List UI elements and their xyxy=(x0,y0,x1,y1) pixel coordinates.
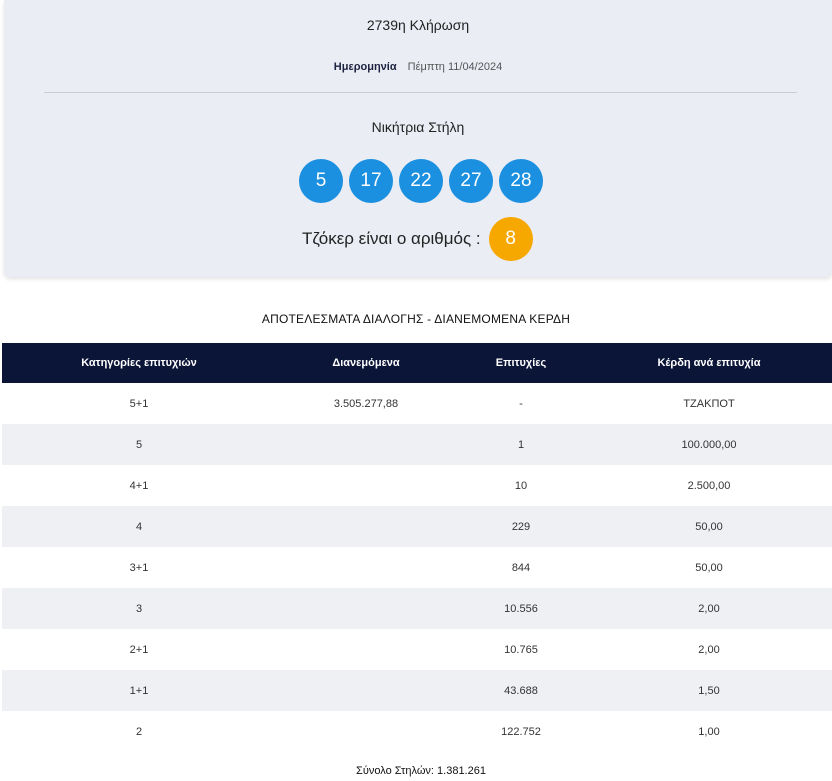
table-header-row: Κατηγορίες επιτυχιών Διανεμόμενα Επιτυχί… xyxy=(2,343,832,383)
cell-prize: 2,00 xyxy=(698,603,720,615)
cell-winners: 10 xyxy=(514,480,528,492)
cell-category: 5 xyxy=(135,439,143,451)
cell-category: 2+1 xyxy=(129,644,149,656)
cell-distributed xyxy=(276,670,456,711)
draw-date-row: Ημερομηνία Πέμπτη 11/04/2024 xyxy=(4,61,832,73)
cell-category: 3 xyxy=(135,603,143,615)
cell-category: 3+1 xyxy=(129,562,149,574)
draw-card: 2739η Κλήρωση Ημερομηνία Πέμπτη 11/04/20… xyxy=(4,0,832,277)
cell-winners: 1 xyxy=(517,439,525,451)
divider xyxy=(44,92,797,93)
cell-prize: ΤΖΑΚΠΟΤ xyxy=(683,398,735,410)
joker-row: Τζόκερ είναι ο αριθμός : 8 xyxy=(302,217,533,261)
joker-number-ball: 8 xyxy=(488,217,533,261)
winning-numbers: 5 17 22 27 28 xyxy=(299,159,543,203)
cell-winners: 122.752 xyxy=(501,726,541,738)
cell-winners: 43.688 xyxy=(504,685,538,697)
header-winners: Επιτυχίες xyxy=(495,357,547,369)
header-distributed: Διανεμόμενα xyxy=(332,357,400,369)
winning-number-ball: 28 xyxy=(499,159,543,203)
cell-prize: 2.500,00 xyxy=(687,480,731,492)
cell-prize: 100.000,00 xyxy=(681,439,737,451)
table-row: 5+1 3.505.277,88 - ΤΖΑΚΠΟΤ xyxy=(2,383,832,424)
cell-category: 1+1 xyxy=(129,685,149,697)
cell-prize: 50,00 xyxy=(695,521,723,533)
cell-distributed: 3.505.277,88 xyxy=(333,398,399,410)
winning-number-ball: 22 xyxy=(399,159,443,203)
cell-distributed xyxy=(276,424,456,465)
header-prize-per-winner: Κέρδη ανά επιτυχία xyxy=(657,357,761,369)
cell-prize: 1,50 xyxy=(698,685,720,697)
total-columns: Σύνολο Στηλών: 1.381.261 xyxy=(356,765,486,777)
winning-number-ball: 17 xyxy=(349,159,393,203)
cell-winners: 10.765 xyxy=(504,644,538,656)
cell-winners: - xyxy=(519,398,523,410)
cell-distributed xyxy=(276,711,456,752)
table-row: 1+1 43.688 1,50 xyxy=(2,670,832,711)
prize-table: Κατηγορίες επιτυχιών Διανεμόμενα Επιτυχί… xyxy=(2,343,832,752)
cell-prize: 50,00 xyxy=(695,562,723,574)
cell-category: 4 xyxy=(135,521,143,533)
table-row: 4 229 50,00 xyxy=(2,506,832,547)
date-value: Πέμπτη 11/04/2024 xyxy=(407,61,503,73)
cell-distributed xyxy=(276,465,456,506)
cell-category: 2 xyxy=(135,726,143,738)
winning-number-ball: 27 xyxy=(449,159,493,203)
cell-distributed xyxy=(276,547,456,588)
cell-prize: 2,00 xyxy=(698,644,720,656)
table-row: 3 10.556 2,00 xyxy=(2,588,832,629)
header-categories: Κατηγορίες επιτυχιών xyxy=(81,357,197,369)
cell-winners: 229 xyxy=(511,521,531,533)
cell-distributed xyxy=(276,588,456,629)
cell-distributed xyxy=(276,506,456,547)
cell-distributed xyxy=(276,629,456,670)
table-row: 4+1 10 2.500,00 xyxy=(2,465,832,506)
cell-category: 4+1 xyxy=(129,480,149,492)
joker-label: Τζόκερ είναι ο αριθμός : xyxy=(302,229,481,248)
cell-winners: 844 xyxy=(511,562,531,574)
results-title: ΑΠΟΤΕΛΕΣΜΑΤΑ ΔΙΑΛΟΓΗΣ - ΔΙΑΝΕΜΟΜΕΝΑ ΚΕΡΔ… xyxy=(261,312,571,326)
cell-category: 5+1 xyxy=(129,398,149,410)
cell-prize: 1,00 xyxy=(698,726,720,738)
draw-title: 2739η Κλήρωση xyxy=(366,17,470,33)
cell-winners: 10.556 xyxy=(504,603,538,615)
winning-column-title: Νικήτρια Στήλη xyxy=(371,119,465,135)
table-row: 2 122.752 1,00 xyxy=(2,711,832,752)
table-row: 2+1 10.765 2,00 xyxy=(2,629,832,670)
winning-number-ball: 5 xyxy=(299,159,343,203)
table-row: 5 1 100.000,00 xyxy=(2,424,832,465)
date-label: Ημερομηνία xyxy=(333,61,397,73)
table-row: 3+1 844 50,00 xyxy=(2,547,832,588)
